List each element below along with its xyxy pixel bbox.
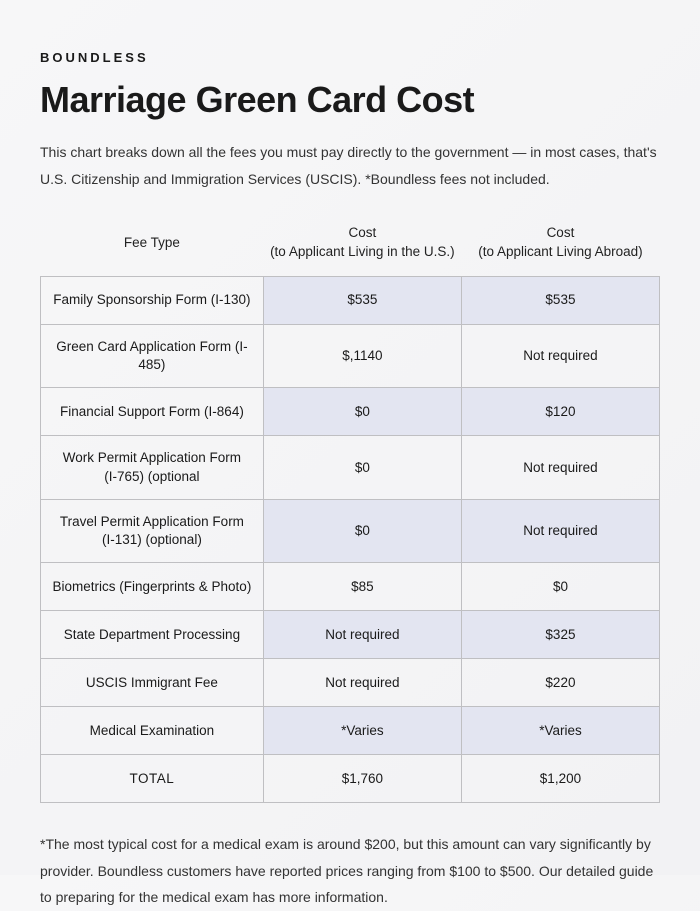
cost-table: Fee Type Cost(to Applicant Living in the… [40,214,660,803]
table-row: USCIS Immigrant FeeNot required$220 [41,659,660,707]
cost-us-cell: $535 [263,276,461,324]
cost-us-cell: $0 [263,436,461,499]
brand-label: BOUNDLESS [40,50,660,65]
table-row: Green Card Application Form (I-485)$,114… [41,324,660,387]
table-row: Work Permit Application Form(I-765) (opt… [41,436,660,499]
cost-us-cell: $0 [263,388,461,436]
cost-abroad-cell: $220 [461,659,659,707]
col-header-fee-type: Fee Type [41,214,264,276]
total-us: $1,760 [263,755,461,803]
col-header-abroad: Cost(to Applicant Living Abroad) [461,214,659,276]
table-header-row: Fee Type Cost(to Applicant Living in the… [41,214,660,276]
intro-text: This chart breaks down all the fees you … [40,139,660,192]
fee-type-cell: Family Sponsorship Form (I-130) [41,276,264,324]
fee-type-cell: Green Card Application Form (I-485) [41,324,264,387]
cost-abroad-cell: $325 [461,611,659,659]
table-row: Travel Permit Application Form(I-131) (o… [41,499,660,562]
cost-us-cell: $,1140 [263,324,461,387]
fee-type-cell: Work Permit Application Form(I-765) (opt… [41,436,264,499]
cost-abroad-cell: $120 [461,388,659,436]
page-title: Marriage Green Card Cost [40,79,660,121]
fee-type-cell: Medical Examination [41,707,264,755]
cost-us-cell: Not required [263,611,461,659]
fee-type-cell: Financial Support Form (I-864) [41,388,264,436]
fee-type-cell: USCIS Immigrant Fee [41,659,264,707]
cost-abroad-cell: Not required [461,436,659,499]
cost-us-cell: *Varies [263,707,461,755]
cost-abroad-cell: $0 [461,563,659,611]
footnote-text: *The most typical cost for a medical exa… [40,831,660,911]
total-label: TOTAL [41,755,264,803]
cost-abroad-cell: Not required [461,499,659,562]
table-row: Financial Support Form (I-864)$0$120 [41,388,660,436]
cost-abroad-cell: $535 [461,276,659,324]
table-row: Family Sponsorship Form (I-130)$535$535 [41,276,660,324]
fee-type-cell: State Department Processing [41,611,264,659]
table-row: Medical Examination*Varies*Varies [41,707,660,755]
cost-us-cell: $85 [263,563,461,611]
col-header-us: Cost(to Applicant Living in the U.S.) [263,214,461,276]
fee-type-cell: Biometrics (Fingerprints & Photo) [41,563,264,611]
cost-abroad-cell: Not required [461,324,659,387]
total-abroad: $1,200 [461,755,659,803]
cost-us-cell: $0 [263,499,461,562]
table-row: Biometrics (Fingerprints & Photo)$85$0 [41,563,660,611]
cost-abroad-cell: *Varies [461,707,659,755]
fee-type-cell: Travel Permit Application Form(I-131) (o… [41,499,264,562]
table-row: State Department ProcessingNot required$… [41,611,660,659]
total-row: TOTAL$1,760$1,200 [41,755,660,803]
cost-us-cell: Not required [263,659,461,707]
